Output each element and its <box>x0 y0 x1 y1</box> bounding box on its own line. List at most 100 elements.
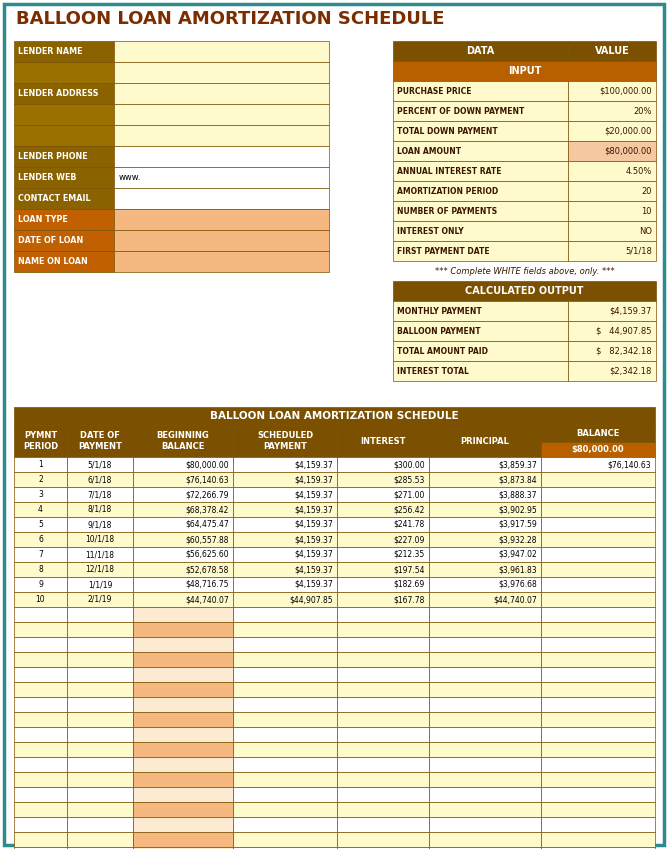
Text: $80,000.00: $80,000.00 <box>605 147 652 155</box>
Bar <box>393 361 568 381</box>
Bar <box>429 772 541 787</box>
Text: BALANCE: BALANCE <box>576 429 620 438</box>
Text: $64,475.47: $64,475.47 <box>185 520 229 529</box>
Bar <box>114 188 329 209</box>
Bar <box>114 230 329 251</box>
Bar <box>67 712 133 727</box>
Text: DATE OF: DATE OF <box>80 430 120 440</box>
Text: LENDER PHONE: LENDER PHONE <box>18 152 88 161</box>
Bar <box>233 487 337 502</box>
Text: 10/1/18: 10/1/18 <box>86 535 115 544</box>
Bar <box>233 622 337 637</box>
Bar <box>133 742 233 757</box>
Bar <box>541 442 655 457</box>
Bar <box>67 742 133 757</box>
Bar <box>114 251 329 272</box>
Bar <box>133 757 233 772</box>
Bar <box>14 832 67 847</box>
Bar <box>233 847 337 849</box>
Text: INTEREST TOTAL: INTEREST TOTAL <box>397 367 469 375</box>
Bar <box>14 772 67 787</box>
Bar <box>568 181 656 201</box>
Text: BALLOON LOAN AMORTIZATION SCHEDULE: BALLOON LOAN AMORTIZATION SCHEDULE <box>16 10 444 28</box>
Bar <box>393 141 568 161</box>
Bar <box>114 41 329 62</box>
Bar <box>541 667 655 682</box>
Bar <box>67 607 133 622</box>
Bar <box>133 817 233 832</box>
Text: 3: 3 <box>38 490 43 499</box>
Bar <box>114 167 329 188</box>
Bar <box>429 472 541 487</box>
Bar <box>393 201 568 221</box>
Bar <box>14 188 114 209</box>
Text: 1/1/19: 1/1/19 <box>88 580 112 589</box>
Bar <box>541 532 655 547</box>
Bar <box>67 425 133 457</box>
Text: 7: 7 <box>38 550 43 559</box>
Text: $167.78: $167.78 <box>393 595 425 604</box>
Bar <box>337 487 429 502</box>
Bar <box>114 62 329 83</box>
Text: LENDER ADDRESS: LENDER ADDRESS <box>18 89 98 98</box>
Bar <box>67 472 133 487</box>
Bar <box>541 592 655 607</box>
Bar <box>429 667 541 682</box>
Bar <box>541 817 655 832</box>
Text: LENDER NAME: LENDER NAME <box>18 47 83 56</box>
Bar <box>67 457 133 472</box>
Bar <box>233 802 337 817</box>
Bar <box>14 682 67 697</box>
Bar <box>67 562 133 577</box>
Text: 20: 20 <box>641 187 652 195</box>
Bar <box>114 146 329 167</box>
Bar <box>429 847 541 849</box>
Bar <box>393 121 568 141</box>
Text: 8/1/18: 8/1/18 <box>88 505 112 514</box>
Bar <box>233 425 337 457</box>
Text: 4: 4 <box>38 505 43 514</box>
Text: $3,932.28: $3,932.28 <box>498 535 537 544</box>
Bar <box>133 847 233 849</box>
Text: $76,140.63: $76,140.63 <box>186 475 229 484</box>
Bar <box>429 562 541 577</box>
Bar <box>541 502 655 517</box>
Bar <box>568 101 656 121</box>
Bar <box>568 121 656 141</box>
Text: www.: www. <box>119 173 142 182</box>
Bar <box>133 502 233 517</box>
Bar <box>233 532 337 547</box>
Bar <box>14 592 67 607</box>
Bar <box>14 146 114 167</box>
Text: $72,266.79: $72,266.79 <box>186 490 229 499</box>
Bar <box>133 532 233 547</box>
Bar <box>429 532 541 547</box>
Text: INTEREST: INTEREST <box>360 436 405 446</box>
Text: $4,159.37: $4,159.37 <box>294 535 333 544</box>
Bar <box>233 592 337 607</box>
Bar <box>67 772 133 787</box>
Bar <box>541 712 655 727</box>
Bar <box>133 425 233 457</box>
Bar <box>14 652 67 667</box>
Bar <box>337 592 429 607</box>
Bar <box>67 727 133 742</box>
Bar <box>337 817 429 832</box>
Text: PERCENT OF DOWN PAYMENT: PERCENT OF DOWN PAYMENT <box>397 106 524 115</box>
Text: $3,976.68: $3,976.68 <box>498 580 537 589</box>
Bar <box>337 532 429 547</box>
Bar <box>337 472 429 487</box>
Bar <box>337 787 429 802</box>
Text: $227.09: $227.09 <box>393 535 425 544</box>
Bar <box>67 592 133 607</box>
Bar <box>429 832 541 847</box>
Bar <box>233 682 337 697</box>
Bar <box>14 562 67 577</box>
Bar <box>14 712 67 727</box>
Text: $56,625.60: $56,625.60 <box>186 550 229 559</box>
Bar <box>14 727 67 742</box>
Bar <box>541 487 655 502</box>
Bar <box>67 487 133 502</box>
Bar <box>133 667 233 682</box>
Bar <box>337 517 429 532</box>
